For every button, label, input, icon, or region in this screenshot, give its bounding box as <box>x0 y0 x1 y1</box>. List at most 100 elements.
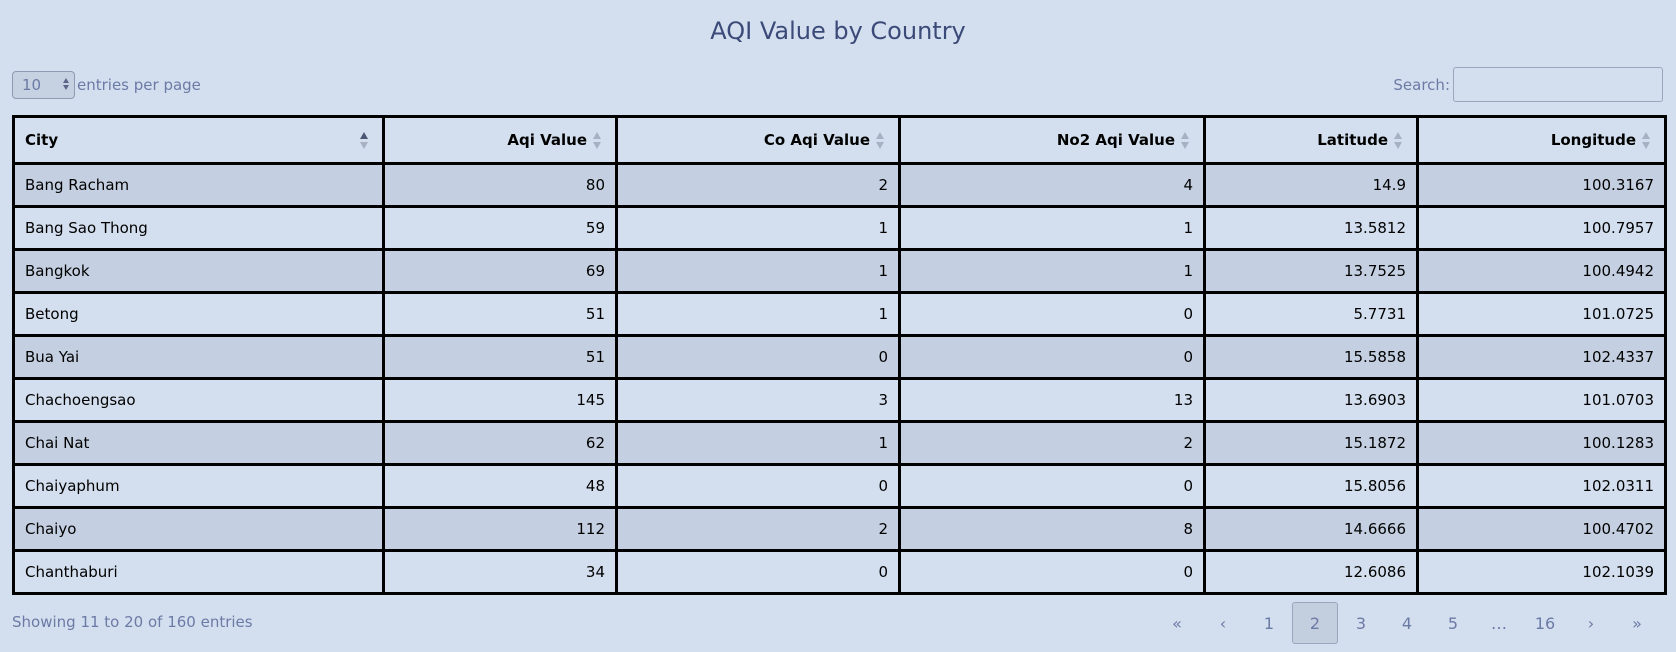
table-row: Chaiyo 112 2 8 14.6666 100.4702 <box>12 506 1667 552</box>
cell-latitude: 12.6086 <box>1203 549 1419 595</box>
pagination-ellipsis: … <box>1491 613 1507 633</box>
cell-latitude: 14.9 <box>1203 162 1419 208</box>
search-control: Search: <box>1393 67 1663 102</box>
page-button-4[interactable]: 4 <box>1401 613 1413 633</box>
entries-per-page-label: entries per page <box>77 76 201 94</box>
table-row: Bua Yai 51 0 0 15.5858 102.4337 <box>12 334 1667 380</box>
sort-icon <box>1642 132 1650 149</box>
pagination: « ‹ 1 2 3 4 5 … 16 › » <box>1154 602 1660 644</box>
search-input[interactable] <box>1453 67 1663 102</box>
cell-aqi-value: 34 <box>382 549 618 595</box>
cell-latitude: 13.7525 <box>1203 248 1419 294</box>
next-page-button[interactable]: › <box>1587 613 1595 633</box>
cell-no2-aqi-value: 8 <box>898 506 1206 552</box>
page-title: AQI Value by Country <box>710 17 966 45</box>
cell-no2-aqi-value: 0 <box>898 291 1206 337</box>
table-info: Showing 11 to 20 of 160 entries <box>12 613 253 631</box>
page-button-2-current[interactable]: 2 <box>1292 602 1338 644</box>
length-control: 10 entries per page <box>12 71 201 99</box>
cell-aqi-value: 51 <box>382 291 618 337</box>
cell-city: Betong <box>12 291 385 337</box>
cell-latitude: 13.5812 <box>1203 205 1419 251</box>
column-header-longitude[interactable]: Longitude <box>1416 115 1667 164</box>
cell-latitude: 5.7731 <box>1203 291 1419 337</box>
cell-co-aqi-value: 0 <box>615 334 901 380</box>
cell-co-aqi-value: 1 <box>615 291 901 337</box>
page-button-16[interactable]: 16 <box>1534 613 1556 633</box>
select-arrows-icon <box>63 78 69 90</box>
cell-no2-aqi-value: 1 <box>898 205 1206 251</box>
cell-longitude: 100.4702 <box>1416 506 1667 552</box>
cell-city: Bangkok <box>12 248 385 294</box>
page-button-5[interactable]: 5 <box>1447 613 1459 633</box>
table-row: Chai Nat 62 1 2 15.1872 100.1283 <box>12 420 1667 466</box>
cell-city: Chanthaburi <box>12 549 385 595</box>
column-header-co-aqi-value[interactable]: Co Aqi Value <box>615 115 901 164</box>
cell-no2-aqi-value: 13 <box>898 377 1206 423</box>
cell-aqi-value: 80 <box>382 162 618 208</box>
entries-per-page-value: 10 <box>22 76 42 94</box>
page-button-1[interactable]: 1 <box>1263 613 1275 633</box>
cell-co-aqi-value: 0 <box>615 549 901 595</box>
cell-city: Bua Yai <box>12 334 385 380</box>
cell-aqi-value: 62 <box>382 420 618 466</box>
cell-aqi-value: 48 <box>382 463 618 509</box>
table-row: Betong 51 1 0 5.7731 101.0725 <box>12 291 1667 337</box>
cell-longitude: 101.0725 <box>1416 291 1667 337</box>
sort-icon <box>593 132 601 149</box>
table-row: Bangkok 69 1 1 13.7525 100.4942 <box>12 248 1667 294</box>
cell-longitude: 102.1039 <box>1416 549 1667 595</box>
cell-longitude: 102.0311 <box>1416 463 1667 509</box>
sort-icon <box>1394 132 1402 149</box>
sort-asc-icon <box>360 132 368 149</box>
cell-no2-aqi-value: 0 <box>898 463 1206 509</box>
cell-aqi-value: 51 <box>382 334 618 380</box>
table-row: Bang Sao Thong 59 1 1 13.5812 100.7957 <box>12 205 1667 251</box>
cell-latitude: 13.6903 <box>1203 377 1419 423</box>
table-row: Bang Racham 80 2 4 14.9 100.3167 <box>12 162 1667 208</box>
cell-city: Chaiyaphum <box>12 463 385 509</box>
cell-longitude: 100.3167 <box>1416 162 1667 208</box>
cell-city: Chai Nat <box>12 420 385 466</box>
cell-co-aqi-value: 1 <box>615 205 901 251</box>
cell-no2-aqi-value: 4 <box>898 162 1206 208</box>
table-row: Chachoengsao 145 3 13 13.6903 101.0703 <box>12 377 1667 423</box>
cell-co-aqi-value: 1 <box>615 248 901 294</box>
column-header-latitude[interactable]: Latitude <box>1203 115 1419 164</box>
cell-longitude: 100.7957 <box>1416 205 1667 251</box>
column-header-city[interactable]: City <box>12 115 385 164</box>
cell-latitude: 15.8056 <box>1203 463 1419 509</box>
cell-city: Bang Sao Thong <box>12 205 385 251</box>
first-page-button[interactable]: « <box>1172 613 1182 633</box>
last-page-button[interactable]: » <box>1632 613 1642 633</box>
cell-longitude: 102.4337 <box>1416 334 1667 380</box>
cell-no2-aqi-value: 0 <box>898 334 1206 380</box>
prev-page-button[interactable]: ‹ <box>1219 613 1227 633</box>
cell-co-aqi-value: 0 <box>615 463 901 509</box>
table-row: Chaiyaphum 48 0 0 15.8056 102.0311 <box>12 463 1667 509</box>
column-header-aqi-value[interactable]: Aqi Value <box>382 115 618 164</box>
data-table: City Aqi Value Co Aqi Value No2 Aqi Valu… <box>12 115 1667 595</box>
cell-aqi-value: 59 <box>382 205 618 251</box>
cell-longitude: 101.0703 <box>1416 377 1667 423</box>
cell-aqi-value: 69 <box>382 248 618 294</box>
cell-latitude: 15.1872 <box>1203 420 1419 466</box>
cell-no2-aqi-value: 1 <box>898 248 1206 294</box>
cell-aqi-value: 145 <box>382 377 618 423</box>
cell-co-aqi-value: 2 <box>615 162 901 208</box>
cell-co-aqi-value: 3 <box>615 377 901 423</box>
cell-no2-aqi-value: 0 <box>898 549 1206 595</box>
cell-co-aqi-value: 2 <box>615 506 901 552</box>
entries-per-page-select[interactable]: 10 <box>12 71 75 99</box>
cell-latitude: 15.5858 <box>1203 334 1419 380</box>
cell-longitude: 100.1283 <box>1416 420 1667 466</box>
cell-city: Chaiyo <box>12 506 385 552</box>
sort-icon <box>1181 132 1189 149</box>
cell-latitude: 14.6666 <box>1203 506 1419 552</box>
cell-city: Bang Racham <box>12 162 385 208</box>
column-header-no2-aqi-value[interactable]: No2 Aqi Value <box>898 115 1206 164</box>
table-header-row: City Aqi Value Co Aqi Value No2 Aqi Valu… <box>12 115 1667 164</box>
sort-icon <box>876 132 884 149</box>
cell-city: Chachoengsao <box>12 377 385 423</box>
page-button-3[interactable]: 3 <box>1355 613 1367 633</box>
